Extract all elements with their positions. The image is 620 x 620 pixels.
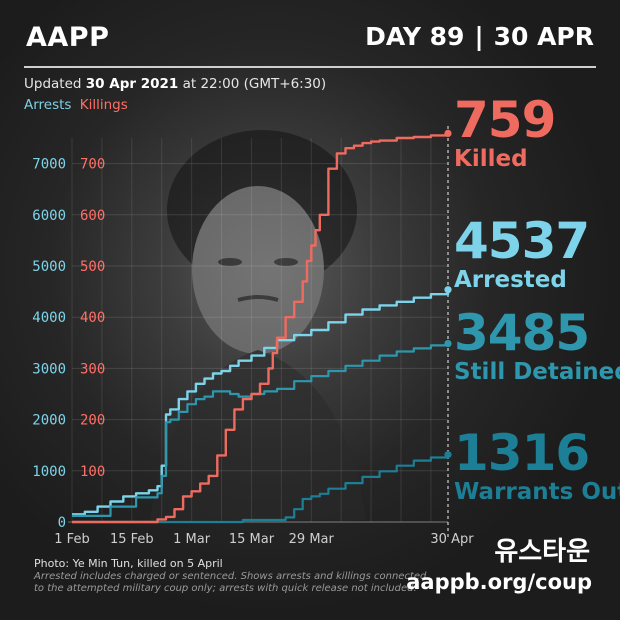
x-tick-label: 15 Mar [229,532,275,547]
website: aappb.org/coup [406,570,592,594]
logo: AAPP [26,22,110,53]
legend: Arrests Killings [24,97,128,113]
updated-date: 30 Apr 2021 [85,76,179,92]
stat-arrested: 4537 Arrested [454,212,590,293]
series-end-point [444,339,452,348]
day-date-label: DAY 89 | 30 APR [365,22,594,51]
legend-arrests: Arrests [24,97,72,113]
series-line [72,133,450,524]
y-right-tick-label: 400 [80,310,105,326]
stat-warrants-out-label: Warrants Out [454,479,620,505]
legend-killings: Killings [79,97,128,113]
stat-arrested-label: Arrested [454,267,567,293]
y-left-tick-label: 3000 [32,361,66,377]
separator: | [474,22,484,51]
date-label: 30 APR [493,22,594,51]
y-right-tick-label: 600 [80,208,105,224]
stat-still-detained-value: 3485 [454,304,590,362]
y-right-tick-label: 700 [80,157,105,173]
series-line [72,454,450,524]
stat-arrested-value: 4537 [454,212,590,270]
series-end-point [444,129,452,137]
y-left-tick-label: 1000 [32,464,66,480]
day-label: DAY 89 [365,22,465,51]
y-right-tick-label: 100 [80,464,105,480]
stat-killed: 759 Killed [454,91,556,172]
grid [68,126,449,540]
x-tick-label: 29 Mar [289,532,335,547]
series-end-point [444,286,452,294]
stat-warrants-out: 1316 Warrants Out [454,427,620,505]
stat-still-detained-label: Still Detained [454,359,620,385]
x-tick-label: 30 Apr [430,532,474,547]
x-tick-label: 1 Feb [54,532,89,547]
y-right-tick-label: 200 [80,413,105,429]
updated-prefix: Updated [24,76,82,92]
y-left-tick-label: 5000 [32,259,66,275]
y-left-tick-label: 2000 [32,413,66,429]
stat-warrants-out-value: 1316 [454,424,590,482]
header: AAPP DAY 89 | 30 APR [0,0,620,66]
y-right-tick-label: 500 [80,259,105,275]
series-line [72,289,450,516]
footnote-line-1: Arrested includes charged or sentenced. … [34,571,427,582]
footnote: Arrested includes charged or sentenced. … [34,571,426,594]
y-left-tick-label: 6000 [32,208,66,224]
header-rule [24,66,596,68]
series-end-point [444,451,452,459]
footnote-line-2: to the attempted military coup only; arr… [34,582,417,594]
stat-killed-value: 759 [454,91,556,149]
stat-killed-label: Killed [454,146,528,172]
photo-credit: Photo: Ye Min Tun, killed on 5 April [34,557,223,570]
axes: 0 1000 2000 3000 4000 5000 6000 7000 100 200 300 40… [32,157,474,547]
portrait-photo [150,130,366,520]
y-right-tick-label: 300 [80,361,105,377]
watermark: 유스타운 [494,537,590,567]
y-left-tick-label: 4000 [32,310,66,326]
y-left-tick-label: 0 [58,515,66,531]
x-tick-label: 15 Feb [110,532,154,547]
updated-suffix: at 22:00 (GMT+6:30) [182,76,327,92]
series-lines [72,129,452,524]
y-left-tick-label: 7000 [32,157,66,173]
updated-line: Updated 30 Apr 2021 at 22:00 (GMT+6:30) [24,76,326,92]
series-line [72,343,450,517]
x-tick-label: 1 Mar [173,532,211,547]
stat-still-detained: 3485 Still Detained [454,307,620,385]
